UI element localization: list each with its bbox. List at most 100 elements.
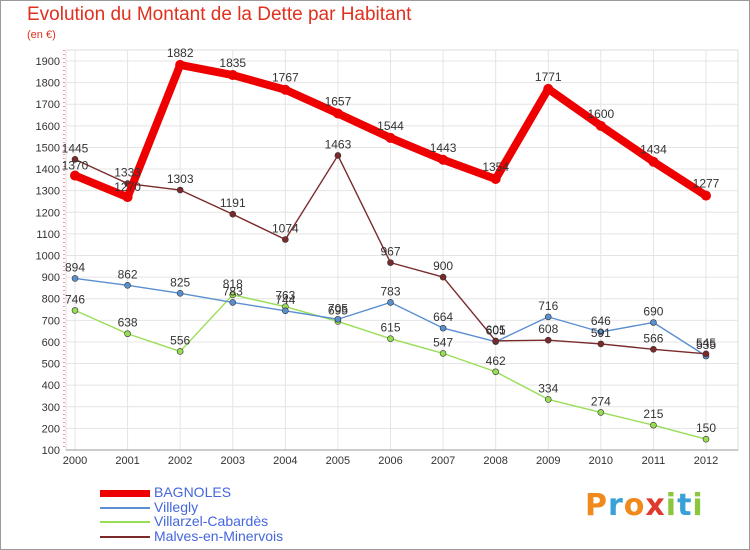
- x-tick-label: 2005: [326, 455, 350, 467]
- data-point: [175, 59, 186, 70]
- data-label: 1835: [219, 56, 246, 70]
- data-label: 1333: [114, 166, 141, 180]
- x-tick-label: 2003: [221, 455, 245, 467]
- data-label: 150: [696, 421, 716, 435]
- data-label: 695: [328, 303, 348, 317]
- chart-subtitle: (en €): [27, 29, 56, 41]
- data-label: 1443: [430, 141, 457, 155]
- y-tick-label: 1400: [36, 164, 60, 176]
- data-label: 274: [591, 394, 611, 408]
- y-tick-label: 1900: [36, 56, 60, 68]
- data-label: 547: [433, 335, 453, 349]
- data-point: [71, 156, 79, 163]
- data-point: [71, 275, 79, 282]
- data-point: [438, 154, 449, 165]
- data-label: 605: [486, 323, 506, 337]
- y-tick-label: 500: [42, 359, 60, 371]
- data-point: [229, 299, 237, 306]
- data-point: [702, 435, 710, 443]
- legend-label: Villarzel-Cabardès: [154, 513, 269, 529]
- y-tick-label: 1200: [36, 207, 60, 219]
- data-label: 334: [538, 381, 558, 395]
- data-point: [597, 409, 605, 416]
- y-tick-label: 800: [42, 294, 60, 306]
- x-tick-label: 2011: [642, 455, 666, 467]
- data-label: 1074: [272, 222, 299, 236]
- data-point: [176, 290, 184, 297]
- logo-letter: P: [585, 488, 608, 523]
- x-tick-label: 2012: [694, 455, 718, 467]
- data-point: [597, 328, 605, 336]
- x-tick-label: 2008: [483, 455, 507, 467]
- data-label: 601: [486, 324, 506, 338]
- data-point: [334, 152, 342, 159]
- plot-area: [65, 49, 739, 451]
- data-point: [282, 307, 289, 315]
- data-point: [334, 315, 342, 323]
- x-tick-label: 2006: [378, 455, 402, 467]
- data-point: [385, 132, 396, 143]
- data-point: [648, 156, 659, 167]
- data-point: [595, 120, 606, 131]
- y-tick-label: 1600: [36, 121, 60, 133]
- data-point: [176, 186, 184, 194]
- data-point: [122, 192, 133, 203]
- data-point: [492, 368, 499, 376]
- legend-label: BAGNOLES: [154, 484, 232, 500]
- data-point: [544, 313, 552, 321]
- data-label: 1277: [693, 177, 720, 191]
- data-label: 967: [380, 245, 400, 259]
- data-label: 894: [65, 260, 85, 274]
- x-tick-label: 2001: [115, 455, 139, 467]
- chart-title: Evolution du Montant de la Dette par Hab…: [27, 4, 412, 25]
- legend-swatch: [100, 535, 150, 538]
- x-tick-label: 2009: [536, 455, 560, 467]
- data-point: [439, 350, 447, 357]
- data-label: 746: [65, 292, 85, 306]
- data-label: 763: [275, 289, 295, 303]
- x-tick-label: 2010: [589, 455, 613, 467]
- data-point: [229, 291, 237, 299]
- y-tick-label: 1100: [36, 229, 60, 241]
- line-chart: 100 200 300 400 500 600 700 800 900 1000 1100 1200 1…: [36, 46, 739, 467]
- data-point: [650, 421, 657, 429]
- data-label: 818: [223, 277, 243, 291]
- grid: [65, 49, 739, 451]
- data-label: 783: [380, 284, 400, 298]
- data-point: [280, 84, 291, 95]
- data-point: [544, 396, 552, 403]
- data-label: 1463: [325, 137, 352, 151]
- data-label: 1600: [587, 107, 614, 121]
- data-label: 1882: [167, 46, 194, 60]
- data-point: [543, 83, 554, 94]
- data-point: [282, 236, 289, 243]
- data-point: [439, 273, 447, 281]
- data-point: [492, 337, 499, 345]
- data-label: 862: [118, 267, 138, 281]
- y-tick-label: 1300: [36, 186, 60, 198]
- data-label: 1434: [640, 143, 667, 157]
- legend-swatch: [100, 506, 150, 509]
- data-label: 545: [696, 336, 716, 350]
- data-point: [70, 170, 80, 181]
- logo-letter: t: [677, 488, 693, 523]
- data-label: 1370: [62, 159, 89, 173]
- legend-swatch: [100, 521, 150, 523]
- data-point: [597, 340, 605, 348]
- axes: 100 200 300 400 500 600 700 800 900 1000 1100 1200 1…: [36, 50, 738, 467]
- data-label: 1657: [325, 95, 352, 109]
- x-tick-label: 2004: [273, 455, 297, 467]
- data-label: 215: [643, 407, 663, 421]
- data-label: 900: [433, 259, 453, 273]
- data-label: 535: [696, 338, 716, 352]
- data-label: 556: [170, 333, 190, 347]
- logo-letter: o: [623, 488, 646, 523]
- data-label: 615: [380, 321, 400, 335]
- data-label: 1270: [114, 180, 141, 194]
- data-point: [387, 335, 394, 343]
- data-label: 1354: [482, 160, 509, 174]
- y-tick-label: 300: [42, 402, 60, 414]
- data-label: 1767: [272, 71, 299, 85]
- data-point: [387, 259, 394, 266]
- logo-letter: i: [692, 488, 704, 523]
